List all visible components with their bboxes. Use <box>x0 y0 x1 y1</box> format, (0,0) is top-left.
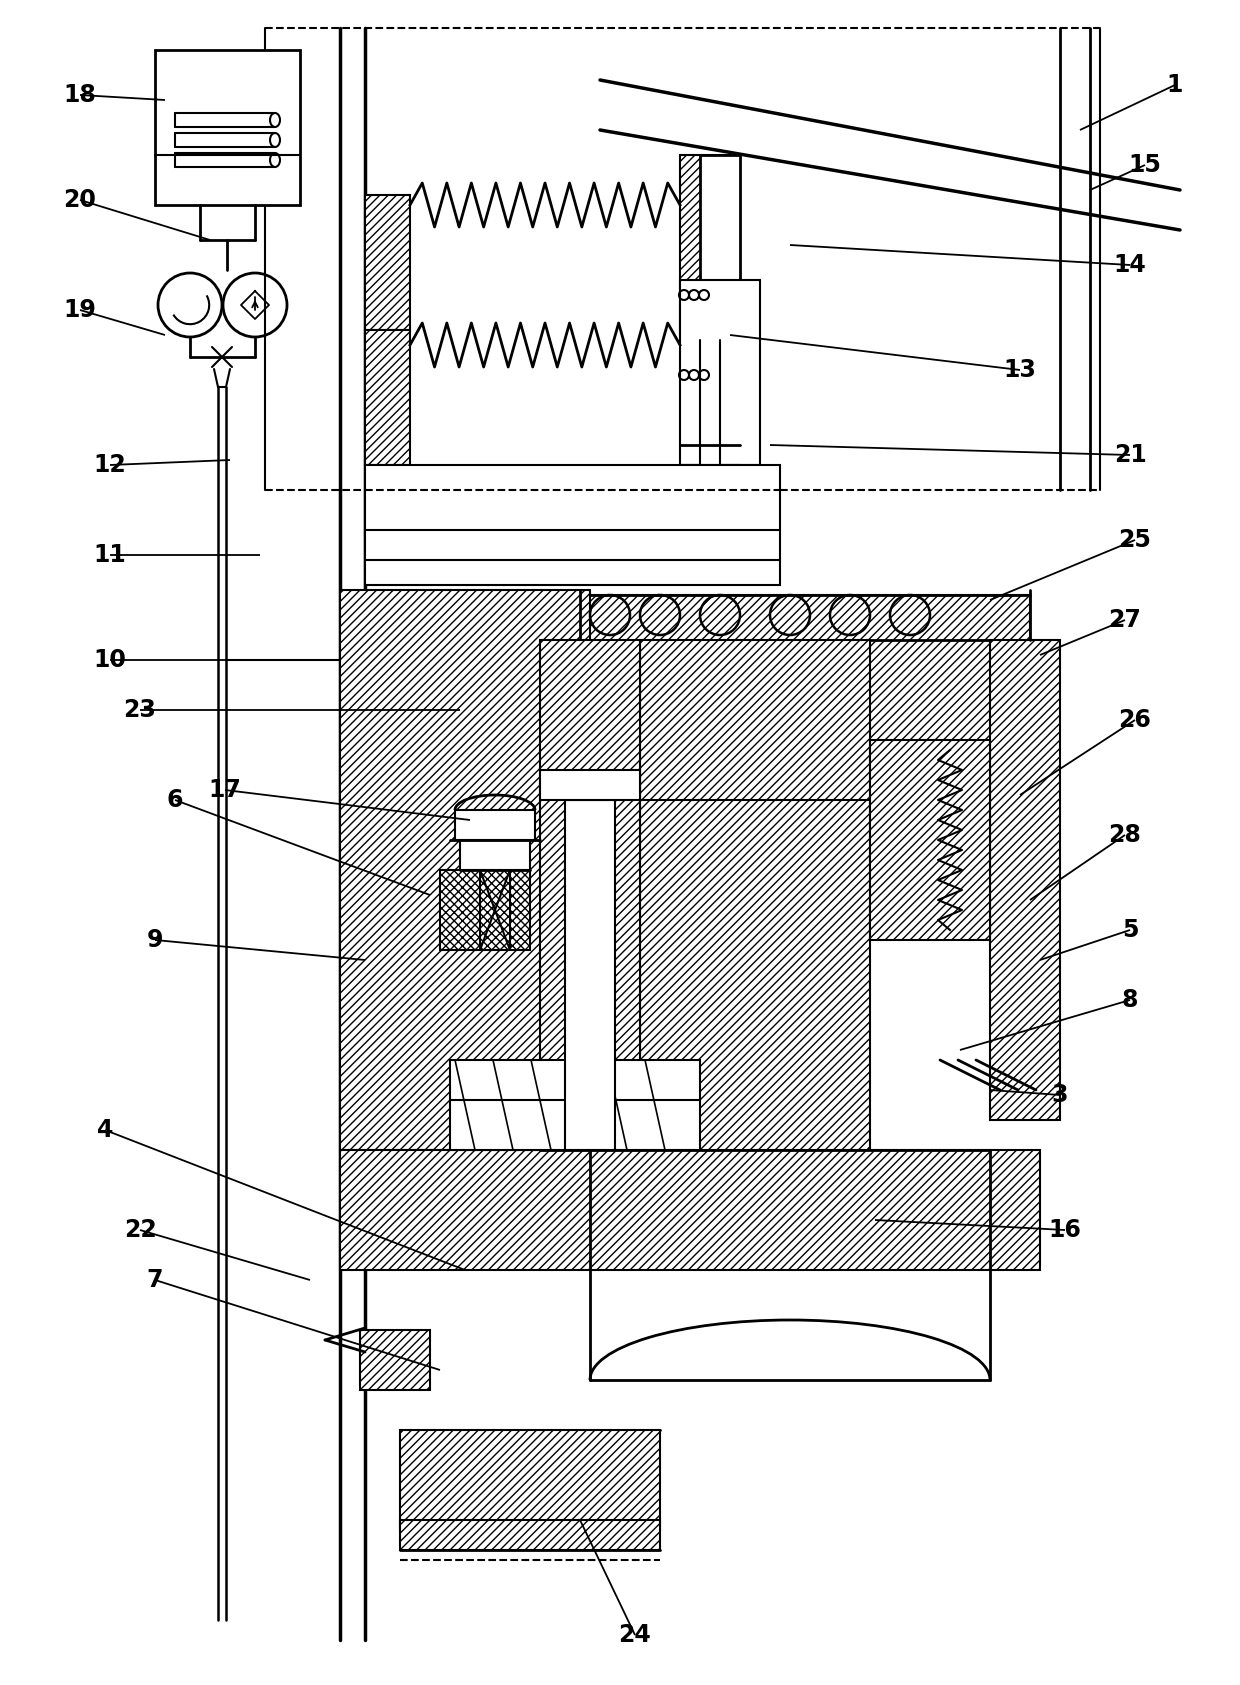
Bar <box>155 51 300 206</box>
Bar <box>539 770 640 800</box>
Bar <box>680 155 730 340</box>
Bar <box>680 280 760 465</box>
Text: 3: 3 <box>1052 1083 1068 1107</box>
Text: 9: 9 <box>146 928 164 952</box>
Text: 12: 12 <box>94 453 126 477</box>
Bar <box>360 1329 430 1390</box>
Bar <box>539 640 640 1149</box>
Bar <box>340 590 590 1149</box>
Text: 8: 8 <box>1122 987 1138 1013</box>
Bar <box>450 1060 701 1149</box>
Bar <box>365 330 410 465</box>
Text: 24: 24 <box>619 1623 651 1646</box>
Text: 11: 11 <box>94 543 126 566</box>
Bar <box>401 1431 660 1530</box>
Bar <box>365 195 410 330</box>
Text: 1: 1 <box>1167 72 1183 98</box>
Text: 13: 13 <box>1003 357 1037 382</box>
Text: 5: 5 <box>1122 918 1138 942</box>
Text: 26: 26 <box>1118 708 1152 731</box>
Bar <box>701 155 740 490</box>
Bar <box>640 640 870 1149</box>
Text: 18: 18 <box>63 83 97 108</box>
Text: 21: 21 <box>1114 443 1146 467</box>
Text: 15: 15 <box>1128 153 1162 177</box>
Text: 14: 14 <box>1114 253 1146 276</box>
Bar <box>340 1149 1040 1270</box>
Text: 19: 19 <box>63 298 97 322</box>
Text: 25: 25 <box>1118 527 1152 553</box>
Bar <box>401 1520 660 1550</box>
Bar <box>440 869 529 950</box>
Text: 20: 20 <box>63 189 97 212</box>
Bar <box>455 810 534 841</box>
Bar <box>870 740 990 940</box>
Text: 16: 16 <box>1049 1218 1081 1242</box>
Text: 4: 4 <box>97 1119 113 1142</box>
Bar <box>565 800 615 1149</box>
Text: 6: 6 <box>166 789 184 812</box>
Bar <box>365 465 780 585</box>
Text: 23: 23 <box>124 698 156 721</box>
Bar <box>460 841 529 869</box>
Text: 28: 28 <box>1109 822 1142 848</box>
Text: 10: 10 <box>93 649 126 672</box>
Text: 7: 7 <box>146 1269 164 1292</box>
Text: 27: 27 <box>1109 608 1142 632</box>
Bar <box>580 595 1030 895</box>
Bar <box>990 640 1060 1121</box>
Text: 17: 17 <box>208 778 242 802</box>
Text: 22: 22 <box>124 1218 156 1242</box>
